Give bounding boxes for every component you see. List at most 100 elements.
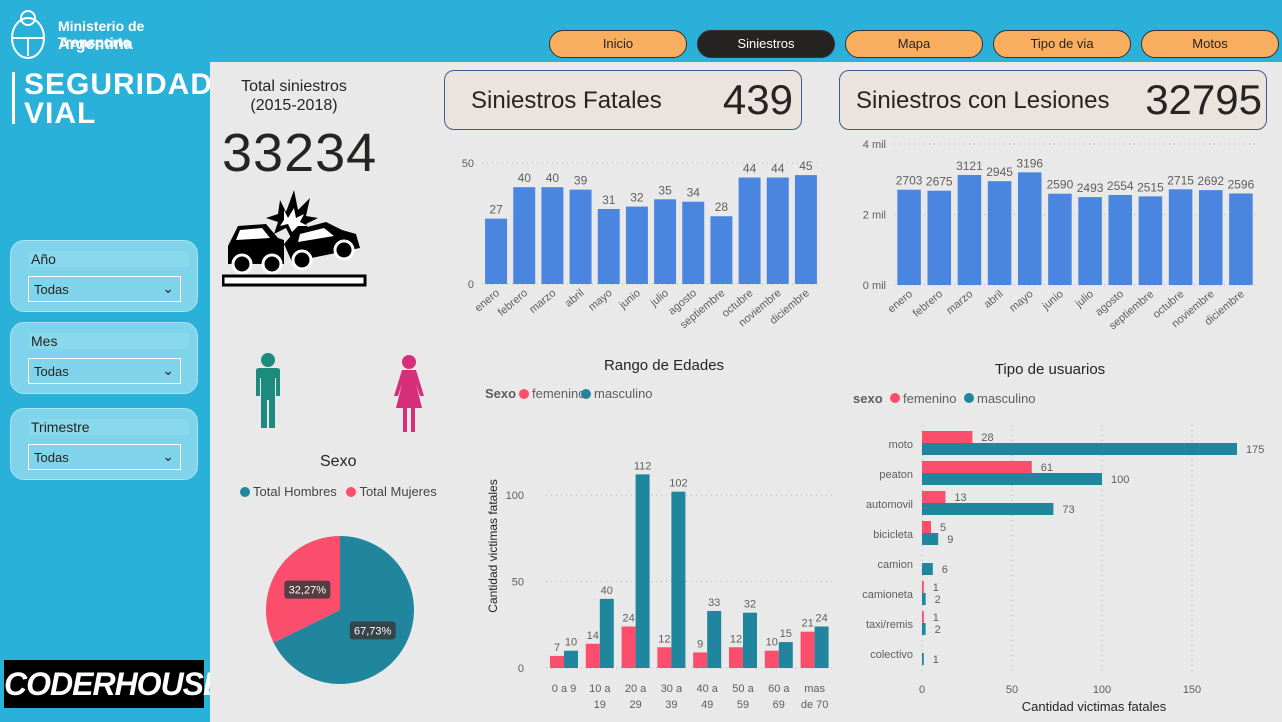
data-label: 28 [981, 432, 993, 444]
legend-swatch [964, 393, 974, 403]
x-tick-label: mayo [1007, 288, 1035, 314]
tab-tipo-de-via[interactable]: Tipo de via [993, 30, 1131, 58]
data-label: 2596 [1228, 177, 1255, 191]
chevron-down-icon: ⌄ [162, 448, 174, 464]
tab-inicio[interactable]: Inicio [549, 30, 687, 58]
total-title-line-1: Total siniestros [241, 78, 347, 95]
data-label: 7 [554, 642, 560, 654]
bar [738, 177, 761, 284]
bar [922, 503, 1054, 515]
ministry-name: Ministerio de Transporte [58, 18, 145, 50]
data-label: 2703 [896, 174, 923, 188]
y-tick-label: 0 mil [863, 280, 886, 292]
brand-line-1: SEGURIDAD [24, 68, 214, 101]
bar [1078, 197, 1102, 285]
slice-label: 32,27% [289, 585, 327, 597]
data-label: 2554 [1107, 179, 1134, 193]
bar [657, 647, 672, 668]
bar [654, 199, 677, 284]
bar [671, 491, 686, 668]
kpi-lesiones-label: Siniestros con Lesiones [856, 87, 1110, 114]
bar [814, 626, 829, 668]
x-tick-label: marzo [944, 288, 975, 317]
data-label: 2493 [1077, 181, 1104, 195]
legend-title: sexo [853, 391, 883, 406]
tab-siniestros[interactable]: Siniestros [697, 30, 835, 58]
data-label: 33 [708, 597, 720, 609]
data-label: 1 [933, 654, 939, 666]
bar [682, 201, 705, 284]
logo-divider [12, 72, 15, 124]
x-tick-label: 40 a [696, 683, 718, 695]
bar [1168, 189, 1193, 285]
filter-year-dropdown[interactable]: Todas ⌄ [28, 276, 181, 302]
pie-legend: Total Hombres Total Mujeres [234, 484, 437, 499]
data-label: 24 [815, 613, 827, 625]
bar [564, 650, 578, 668]
ministry-logo: Ministerio de Transporte Argentina SEGUR… [2, 2, 212, 130]
tab-mapa[interactable]: Mapa [845, 30, 983, 58]
data-label: 2675 [926, 175, 953, 189]
bar [1198, 190, 1223, 285]
filter-month-dropdown[interactable]: Todas ⌄ [28, 358, 181, 384]
data-label: 32 [630, 191, 644, 205]
data-label: 34 [687, 186, 701, 200]
data-label: 2715 [1167, 173, 1194, 187]
y-tick-label: camioneta [862, 589, 914, 601]
bar [585, 643, 600, 668]
x-tick-label: 29 [629, 699, 641, 711]
bar [764, 650, 779, 668]
filter-quarter-dropdown[interactable]: Todas ⌄ [28, 444, 181, 470]
x-tick-label: 30 a [661, 683, 683, 695]
legend-hombres: Total Hombres [253, 484, 337, 499]
x-tick-label: 60 a [768, 683, 790, 695]
y-tick-label: peaton [879, 469, 913, 481]
bar [710, 216, 733, 284]
data-label: 2 [935, 594, 941, 606]
bar [922, 443, 1237, 455]
bar [922, 431, 973, 443]
data-label: 44 [771, 162, 785, 176]
x-tick-label: abril [563, 287, 587, 310]
data-label: 2 [935, 624, 941, 636]
bar [922, 491, 946, 503]
data-label: 21 [801, 618, 813, 630]
data-label: 27 [489, 203, 503, 217]
chevron-down-icon: ⌄ [162, 362, 174, 378]
chart-title: Rango de Edades [604, 357, 724, 374]
y-tick-label: 0 [518, 663, 524, 675]
x-tick-label: 0 a 9 [552, 683, 576, 695]
legend-title: Sexo [485, 386, 516, 401]
bar [707, 610, 722, 668]
filter-quarter-label: Trimestre [29, 419, 189, 435]
brand-line-2: VIAL [24, 97, 97, 130]
bar [729, 647, 743, 668]
data-label: 28 [715, 200, 729, 214]
slice-label-bg [284, 580, 331, 599]
legend-swatch [890, 393, 900, 403]
y-tick-label: taxi/remis [866, 619, 914, 631]
x-tick-label: 19 [594, 699, 606, 711]
x-tick-label: junio [1040, 288, 1066, 313]
legend-swatch [581, 389, 591, 399]
data-label: 39 [574, 174, 588, 188]
tab-motos[interactable]: Motos [1141, 30, 1279, 58]
filter-month-label: Mes [29, 333, 189, 349]
x-tick-label: 69 [773, 699, 785, 711]
chart-sexo-pie: 67,73% 32,27% [266, 536, 414, 684]
y-tick-label: 2 mil [863, 210, 886, 222]
bar [569, 189, 592, 284]
filter-year-label: Año [29, 251, 189, 267]
legend-label: masculino [594, 386, 653, 401]
filter-year-value: Todas [34, 282, 69, 297]
bar [1048, 193, 1072, 285]
filter-month: Mes Todas ⌄ [10, 322, 198, 394]
bar [599, 598, 614, 668]
data-label: 14 [587, 630, 599, 642]
data-label: 31 [602, 193, 616, 207]
male-icon [256, 353, 280, 428]
data-label: 12 [730, 633, 742, 645]
data-label: 40 [546, 171, 560, 185]
filter-year: Año Todas ⌄ [10, 240, 198, 312]
bar [922, 563, 933, 575]
